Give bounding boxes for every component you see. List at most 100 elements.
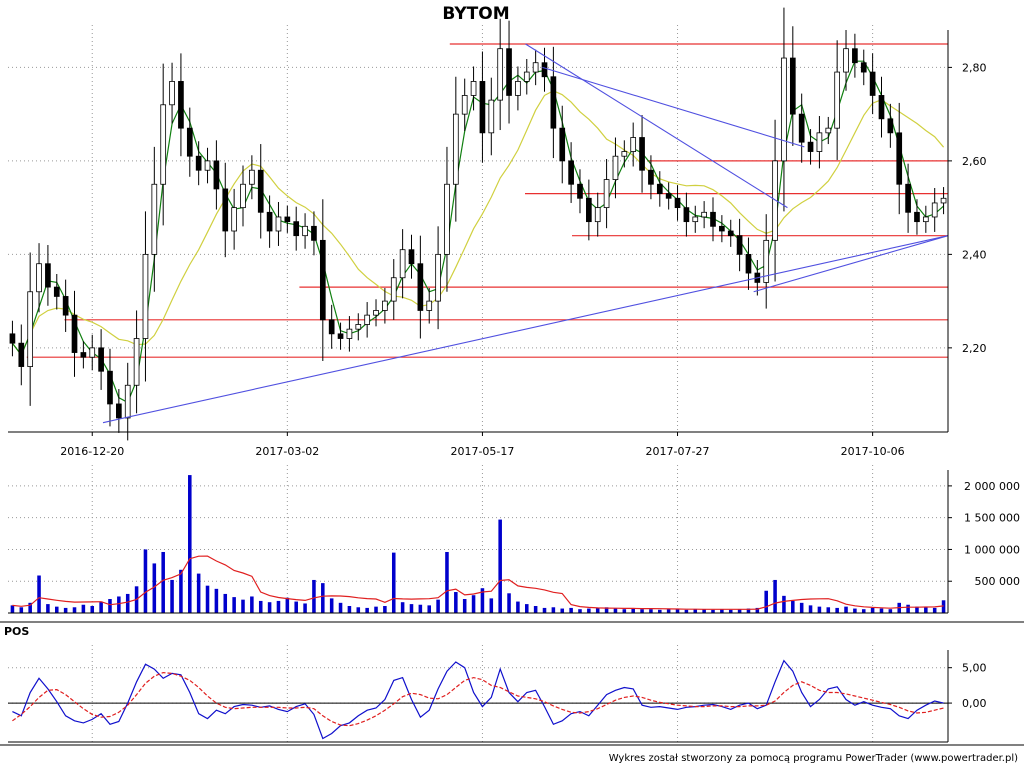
volume-bar bbox=[436, 599, 440, 613]
candle bbox=[62, 279, 69, 332]
candle-body bbox=[257, 169, 264, 213]
volume-bar bbox=[125, 593, 130, 613]
candle bbox=[452, 76, 459, 222]
candle-body bbox=[417, 263, 424, 311]
candle-body bbox=[816, 132, 823, 152]
price-y-tick-label: 2,40 bbox=[962, 248, 987, 261]
candle bbox=[204, 147, 211, 184]
volume-bar bbox=[551, 607, 556, 613]
price-y-tick-label: 2,60 bbox=[962, 155, 987, 168]
candle bbox=[417, 235, 424, 339]
candle bbox=[719, 215, 725, 243]
candle-body bbox=[594, 207, 601, 223]
volume-bar bbox=[223, 593, 228, 613]
candle-body bbox=[665, 193, 672, 199]
candle bbox=[461, 78, 468, 131]
volume-bar bbox=[844, 606, 848, 613]
candle-body bbox=[133, 338, 140, 386]
volume-bar bbox=[533, 606, 538, 613]
candle-body bbox=[408, 249, 415, 265]
volume-bar bbox=[861, 609, 866, 613]
volume-bar bbox=[906, 604, 910, 613]
volume-y-tick-label: 2 000 000 bbox=[964, 480, 1020, 493]
candle-body bbox=[630, 137, 637, 152]
x-tick-label: 2017-03-02 bbox=[255, 445, 319, 458]
x-tick-label: 2017-05-17 bbox=[450, 445, 514, 458]
candle-body bbox=[36, 263, 42, 293]
candle bbox=[532, 49, 539, 86]
short-moving-average bbox=[11, 60, 944, 404]
candle bbox=[107, 348, 113, 427]
candle-body bbox=[382, 300, 388, 311]
candle bbox=[98, 329, 104, 390]
volume-bar bbox=[888, 609, 893, 613]
candle bbox=[178, 53, 184, 157]
candle bbox=[852, 33, 858, 78]
volume-moving-average bbox=[12, 555, 944, 610]
candle bbox=[789, 26, 796, 146]
candle-body bbox=[346, 328, 353, 339]
volume-bar bbox=[746, 608, 751, 613]
candle bbox=[878, 76, 885, 138]
candle-body bbox=[178, 81, 184, 129]
volume-ma-line bbox=[12, 555, 944, 610]
candle-body bbox=[231, 207, 237, 232]
candle-body bbox=[488, 99, 495, 134]
candle bbox=[869, 53, 876, 115]
candle bbox=[497, 18, 504, 131]
volume-bar bbox=[205, 585, 210, 613]
volume-bar bbox=[587, 608, 591, 613]
candle-body bbox=[390, 277, 397, 302]
candle-body bbox=[781, 57, 787, 162]
candle bbox=[825, 116, 832, 145]
volume-bar bbox=[932, 607, 937, 613]
short-ma-line bbox=[11, 60, 944, 404]
volume-bar bbox=[560, 608, 565, 613]
candle bbox=[9, 320, 16, 357]
candle-body bbox=[53, 286, 60, 297]
candle-body bbox=[931, 202, 938, 218]
volume-bar bbox=[63, 607, 68, 613]
candle bbox=[639, 115, 645, 193]
volume-bar bbox=[347, 606, 352, 613]
trend-line bbox=[525, 43, 788, 209]
candle bbox=[710, 197, 716, 242]
candle-body bbox=[337, 333, 344, 339]
candle-body bbox=[710, 211, 716, 227]
candle bbox=[621, 140, 628, 168]
candle-body bbox=[444, 183, 450, 255]
volume-bar bbox=[232, 597, 236, 613]
candle bbox=[905, 163, 911, 233]
volume-bar bbox=[595, 607, 600, 613]
volume-bar bbox=[924, 607, 928, 613]
candle bbox=[27, 252, 34, 406]
volume-bar bbox=[117, 596, 121, 613]
candle bbox=[53, 274, 60, 310]
candle bbox=[515, 66, 521, 111]
candle bbox=[674, 185, 681, 221]
candle-body bbox=[639, 137, 645, 171]
candle-body bbox=[523, 71, 530, 82]
volume-bar bbox=[489, 598, 494, 613]
candle bbox=[142, 211, 149, 382]
volume-bar bbox=[631, 608, 635, 613]
candle bbox=[133, 310, 140, 414]
candle bbox=[390, 259, 397, 320]
candle bbox=[931, 187, 938, 232]
candle-body bbox=[479, 81, 486, 134]
indicator-y-tick-label: 5,00 bbox=[962, 662, 987, 675]
candle-body bbox=[532, 62, 539, 73]
volume-bar bbox=[720, 609, 724, 613]
volume-bar bbox=[462, 599, 467, 613]
candle bbox=[89, 334, 96, 371]
volume-bar bbox=[365, 607, 369, 613]
candle bbox=[36, 243, 42, 313]
candle-body bbox=[222, 188, 229, 232]
candle-body bbox=[727, 230, 734, 237]
candle-body bbox=[328, 319, 335, 335]
candle bbox=[408, 234, 415, 279]
chart-title: BYTOM bbox=[442, 4, 509, 24]
candle bbox=[488, 77, 495, 156]
volume-bar bbox=[338, 602, 343, 613]
candle bbox=[479, 51, 486, 163]
